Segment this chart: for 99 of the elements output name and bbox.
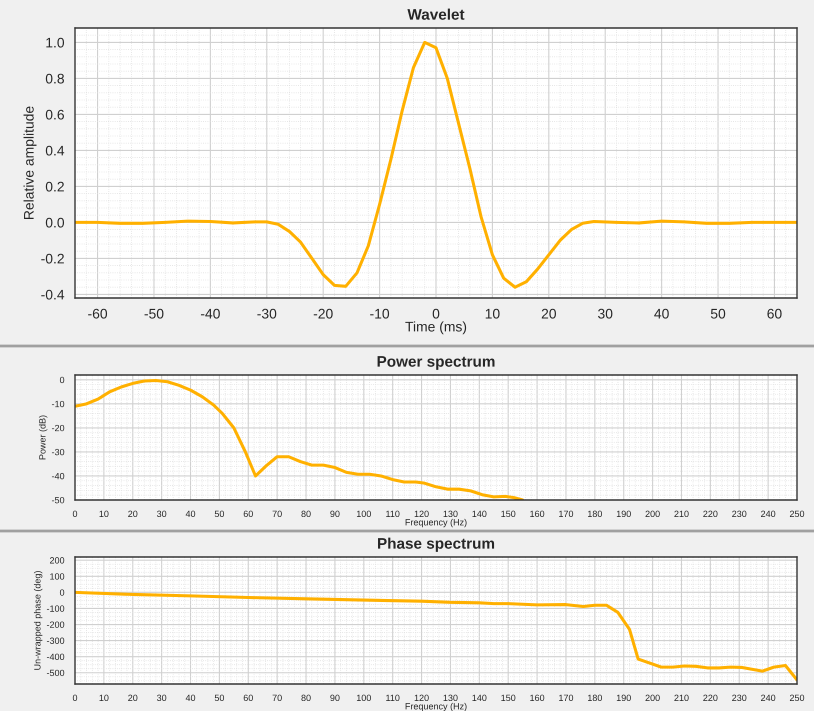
x-tick-label: 0 bbox=[72, 510, 78, 518]
y-tick-label: 0 bbox=[60, 376, 64, 384]
x-tick-label: 140 bbox=[472, 694, 486, 702]
x-tick-label: 240 bbox=[761, 694, 776, 702]
x-tick-label: 70 bbox=[272, 694, 282, 702]
x-tick-label: 170 bbox=[559, 510, 574, 518]
x-tick-label: 90 bbox=[330, 510, 340, 518]
x-tick-label: 20 bbox=[128, 510, 138, 518]
x-tick-label: 180 bbox=[588, 510, 602, 518]
line-series bbox=[75, 379, 524, 500]
x-tick-label: 30 bbox=[156, 694, 166, 702]
x-tick-label: 220 bbox=[703, 510, 718, 518]
y-tick-label: 0.0 bbox=[46, 218, 64, 228]
y-tick-label: 0.4 bbox=[46, 146, 64, 156]
y-tick-label: -500 bbox=[46, 670, 64, 676]
x-tick-label: -40 bbox=[200, 308, 220, 319]
y-tick-label: -40 bbox=[52, 472, 64, 480]
y-tick-label: 100 bbox=[50, 573, 64, 580]
x-tick-label: 30 bbox=[598, 308, 612, 319]
y-tick-label: -0.2 bbox=[41, 254, 64, 264]
x-tick-label: 160 bbox=[530, 694, 544, 702]
x-tick-label: 110 bbox=[386, 694, 400, 702]
x-tick-label: 200 bbox=[646, 694, 660, 702]
x-tick-label: 70 bbox=[272, 510, 282, 518]
x-tick-label: 100 bbox=[356, 694, 371, 702]
x-tick-label: 10 bbox=[486, 308, 500, 319]
x-tick-label: 10 bbox=[100, 510, 109, 518]
x-tick-label: 200 bbox=[646, 510, 660, 518]
y-axis-title: Power (dB) bbox=[38, 415, 48, 460]
x-tick-label: 150 bbox=[501, 694, 516, 702]
x-tick-label: 180 bbox=[588, 694, 602, 702]
x-tick-label: -30 bbox=[257, 308, 276, 319]
x-tick-label: 50 bbox=[710, 308, 726, 319]
line-series bbox=[75, 590, 797, 682]
x-tick-label: -10 bbox=[370, 308, 390, 319]
x-tick-label: 60 bbox=[244, 694, 253, 702]
y-tick-label: -300 bbox=[46, 638, 64, 644]
y-tick-label: 0.2 bbox=[46, 182, 64, 192]
x-tick-label: 90 bbox=[330, 694, 340, 702]
y-tick-label: 1.0 bbox=[46, 38, 64, 48]
x-tick-label: 10 bbox=[100, 694, 109, 702]
y-tick-label: 0.6 bbox=[46, 110, 64, 120]
x-tick-label: 120 bbox=[414, 694, 429, 702]
x-axis-title: Time (ms) bbox=[405, 321, 466, 334]
x-tick-label: -50 bbox=[144, 308, 164, 319]
chart-title: Wavelet bbox=[407, 8, 464, 20]
x-tick-label: 0 bbox=[72, 694, 78, 702]
x-axis-title: Frequency (Hz) bbox=[406, 518, 467, 528]
x-tick-label: 220 bbox=[703, 694, 718, 702]
y-tick-label: -50 bbox=[52, 496, 64, 504]
x-tick-label: 240 bbox=[761, 510, 776, 518]
x-tick-label: 120 bbox=[414, 510, 429, 518]
x-tick-label: 230 bbox=[732, 510, 746, 518]
x-tick-label: 20 bbox=[128, 694, 138, 702]
chart-title: Power spectrum bbox=[378, 356, 494, 370]
x-tick-label: 100 bbox=[356, 510, 371, 518]
y-tick-label: -20 bbox=[52, 424, 64, 432]
x-tick-label: 250 bbox=[790, 510, 804, 518]
y-tick-label: 200 bbox=[50, 557, 64, 564]
x-tick-label: 20 bbox=[542, 308, 556, 319]
y-tick-label: -0.4 bbox=[41, 290, 64, 300]
y-tick-label: -400 bbox=[46, 654, 64, 660]
x-tick-label: -20 bbox=[314, 308, 333, 319]
y-axis-title: Relative amplitude bbox=[24, 106, 36, 219]
x-tick-label: 40 bbox=[186, 510, 196, 518]
x-tick-label: 190 bbox=[616, 694, 631, 702]
x-tick-label: 210 bbox=[674, 694, 689, 702]
line-series bbox=[75, 40, 797, 289]
x-tick-label: 60 bbox=[767, 308, 782, 319]
x-tick-label: 170 bbox=[559, 694, 574, 702]
y-tick-label: -200 bbox=[46, 621, 64, 628]
y-axis-title: Un-wrapped phase (deg) bbox=[34, 571, 42, 670]
x-tick-label: -60 bbox=[88, 308, 108, 319]
x-tick-label: 80 bbox=[301, 694, 311, 702]
y-tick-label: -10 bbox=[52, 400, 64, 408]
x-tick-label: 190 bbox=[616, 510, 631, 518]
y-tick-label: 0.8 bbox=[46, 74, 64, 84]
x-tick-label: 130 bbox=[444, 510, 458, 518]
x-tick-label: 40 bbox=[186, 694, 196, 702]
x-tick-label: 130 bbox=[444, 694, 458, 702]
x-tick-label: 140 bbox=[472, 510, 486, 518]
x-tick-label: 60 bbox=[244, 510, 253, 518]
x-tick-label: 50 bbox=[214, 694, 224, 702]
x-tick-label: 50 bbox=[214, 510, 224, 518]
x-tick-label: 40 bbox=[654, 308, 669, 319]
x-tick-label: 230 bbox=[732, 694, 746, 702]
y-tick-label: -30 bbox=[52, 448, 64, 456]
x-tick-label: 80 bbox=[301, 510, 311, 518]
y-tick-label: -100 bbox=[46, 605, 64, 612]
x-tick-label: 0 bbox=[432, 308, 440, 319]
x-tick-label: 30 bbox=[156, 510, 166, 518]
x-tick-label: 210 bbox=[674, 510, 689, 518]
x-tick-label: 110 bbox=[386, 510, 400, 518]
chart-title: Phase spectrum bbox=[378, 538, 494, 552]
x-axis-title: Frequency (Hz) bbox=[406, 702, 467, 711]
x-tick-label: 150 bbox=[501, 510, 516, 518]
y-tick-label: 0 bbox=[60, 589, 64, 596]
x-tick-label: 160 bbox=[530, 510, 544, 518]
x-tick-label: 250 bbox=[790, 694, 804, 702]
